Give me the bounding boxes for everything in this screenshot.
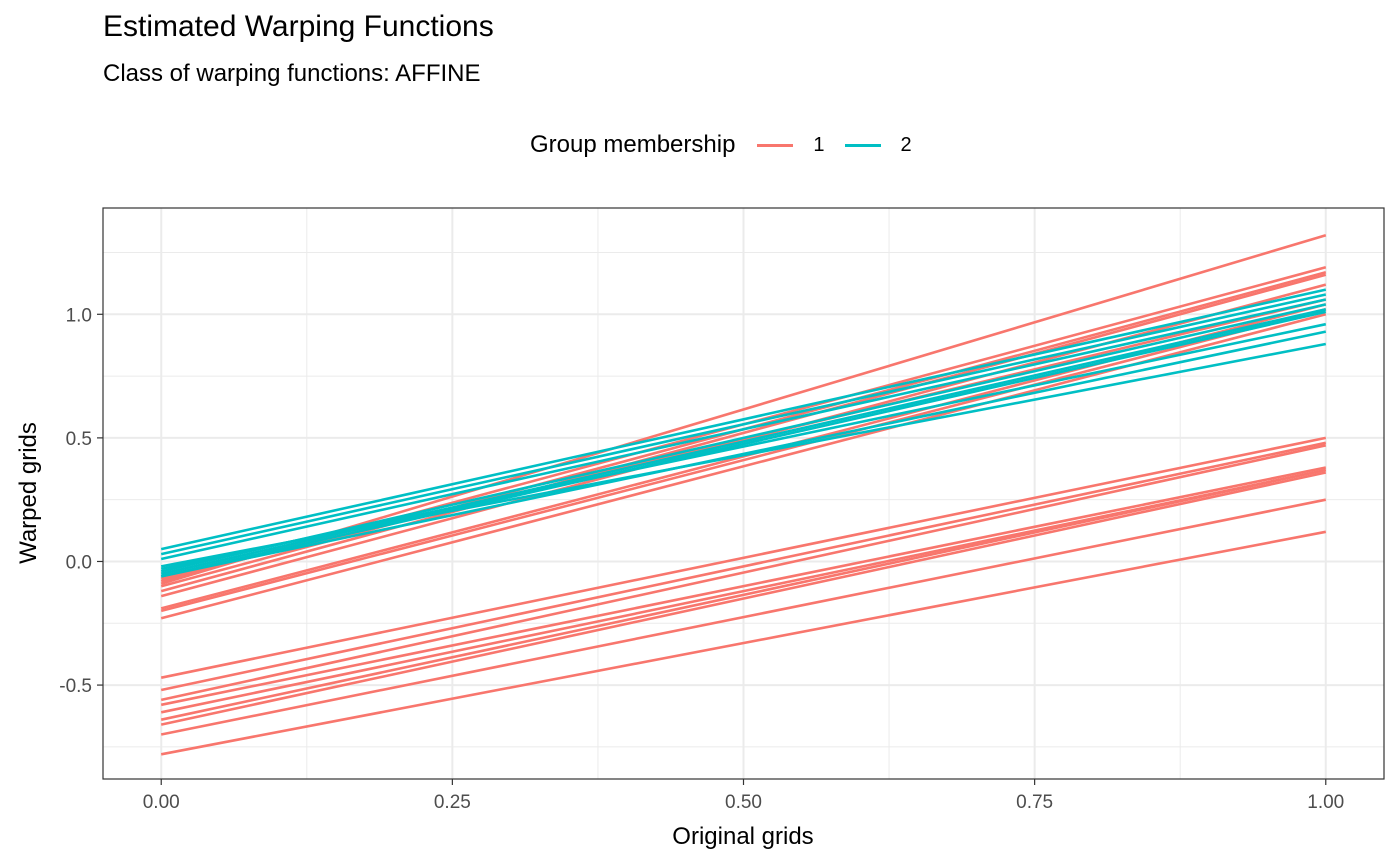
y-tick-label: -0.5 [59, 676, 92, 697]
y-axis-title: Warped grids [15, 422, 42, 564]
x-tick-label: 1.00 [1307, 792, 1344, 813]
x-tick-label: 0.50 [725, 792, 762, 813]
series-line-group-1 [160, 468, 1327, 721]
series-line-group-2 [160, 298, 1327, 561]
series-line-group-1 [160, 441, 1327, 692]
series-line-group-2 [160, 293, 1327, 556]
y-tick-label: 0.0 [66, 552, 92, 573]
series-lines [160, 233, 1327, 756]
x-axis-title: Original grids [672, 823, 813, 850]
legend-key-group-2 [844, 143, 881, 147]
legend-key-group-1 [757, 143, 794, 147]
legend: Group membership 1 2 [530, 128, 932, 162]
series-line-group-1 [160, 530, 1327, 756]
series-line-group-1 [160, 444, 1327, 702]
series-line-group-1 [160, 498, 1327, 736]
series-line-group-1 [160, 273, 1327, 593]
series-line-group-2 [160, 288, 1327, 551]
x-tick-label: 0.25 [434, 792, 471, 813]
chart-title: Estimated Warping Functions [103, 10, 494, 43]
chart-subtitle: Class of warping functions: AFFINE [103, 60, 481, 87]
x-tick-label: 0.00 [143, 792, 180, 813]
gridlines [103, 208, 1384, 779]
series-line-group-2 [160, 310, 1327, 578]
legend-item-group-2: 2 [844, 133, 912, 157]
y-tick-label: 1.0 [66, 305, 92, 326]
legend-title: Group membership [530, 131, 736, 158]
x-tick-label: 0.75 [1016, 792, 1053, 813]
series-line-group-2 [160, 342, 1327, 568]
series-line-group-1 [160, 308, 1327, 613]
legend-item-group-1: 1 [757, 133, 825, 157]
series-line-group-1 [160, 466, 1327, 707]
legend-label-group-1: 1 [813, 133, 825, 156]
y-tick-label: 0.5 [66, 429, 92, 450]
series-line-group-1 [160, 471, 1327, 726]
axis-ticks: 0.00 0.25 0.50 0.75 1.00 -0.5 0.0 0.5 1.0 [59, 305, 1344, 813]
legend-label-group-2: 2 [900, 133, 912, 156]
series-line-group-1 [160, 436, 1327, 679]
